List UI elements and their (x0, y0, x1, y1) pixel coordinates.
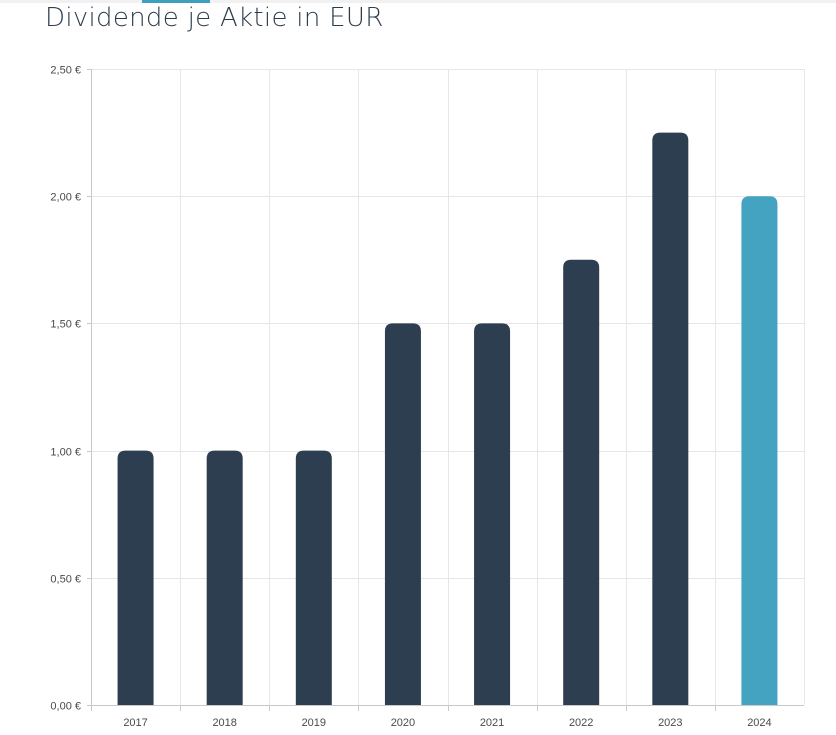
x-tick-label: 2017 (123, 717, 147, 729)
x-tick-label: 2018 (212, 717, 236, 729)
y-tick-label: 1,50 € (50, 319, 81, 331)
grid-lines (91, 69, 805, 705)
top-divider (0, 0, 836, 3)
bar-2022 (563, 259, 600, 705)
bar-2019 (295, 450, 332, 705)
x-tick-label: 2024 (747, 717, 771, 729)
y-tick-label: 1,00 € (50, 447, 81, 459)
x-tick-label: 2021 (480, 717, 504, 729)
x-tick-label: 2022 (569, 717, 593, 729)
bar-2018 (206, 450, 243, 705)
bar-2017 (117, 450, 154, 705)
chart-title: Dividende je Aktie in EUR (45, 3, 384, 33)
top-accent-bar (142, 0, 210, 3)
bar-2024 (741, 196, 778, 705)
tick-labels: 0,00 € 0,50 € 1,00 € 1,50 € 2,00 € 2,50 € 2017… (50, 65, 771, 730)
bar-2020 (384, 323, 421, 705)
y-tick-label: 0,50 € (50, 574, 81, 586)
x-tick-label: 2023 (658, 717, 682, 729)
bars (117, 132, 778, 706)
axes (87, 69, 804, 711)
y-tick-label: 2,00 € (50, 192, 81, 204)
x-tick-label: 2019 (302, 717, 326, 729)
bar-2023 (652, 132, 689, 706)
y-tick-label: 2,50 € (50, 65, 81, 77)
x-tick-label: 2020 (391, 717, 415, 729)
bar-2021 (474, 323, 511, 705)
y-tick-label: 0,00 € (50, 701, 81, 713)
